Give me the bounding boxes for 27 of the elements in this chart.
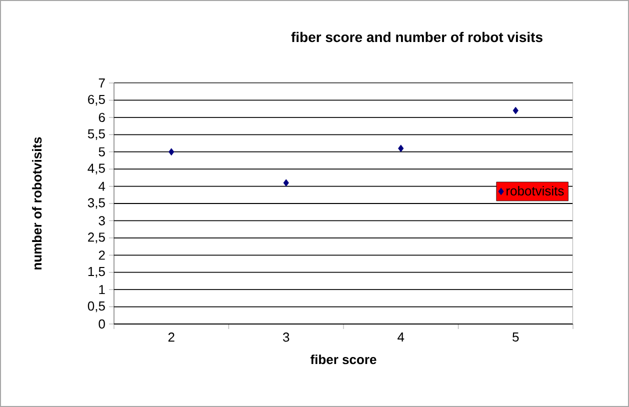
y-tick-label: 1 xyxy=(99,285,105,294)
y-tick-label: 4 xyxy=(98,182,106,191)
y-tick-label: 2 xyxy=(98,250,105,260)
y-tick-label: 5,5 xyxy=(88,129,105,140)
x-tick-label: 3 xyxy=(283,332,290,342)
x-axis-title: fiber score xyxy=(310,354,376,364)
y-axis-title: number of robotvisits xyxy=(32,137,42,270)
y-tick-label: 1,5 xyxy=(88,267,105,278)
x-tick-label: 2 xyxy=(168,332,174,342)
x-tick-label: 5 xyxy=(512,332,519,342)
y-tick-label: 3,5 xyxy=(88,198,105,209)
point xyxy=(398,144,404,152)
y-tick-label: 3 xyxy=(98,216,105,226)
point xyxy=(283,179,289,187)
y-tick-label: 0 xyxy=(98,319,105,329)
y-tick-label: 2,5 xyxy=(88,232,105,244)
x-tick-label: 4 xyxy=(398,332,404,342)
legend-label: robotvisits xyxy=(506,186,564,196)
y-tick-label: 5 xyxy=(98,147,105,156)
point xyxy=(168,148,174,156)
y-tick-label: 4,5 xyxy=(88,164,105,174)
y-tick-label: 6 xyxy=(98,112,105,122)
chart-title: fiber score and number of robot visits xyxy=(291,32,542,42)
point xyxy=(512,106,518,114)
y-tick-label: 7 xyxy=(98,78,105,88)
y-tick-label: 6,5 xyxy=(88,94,105,106)
y-tick-label: 0,5 xyxy=(88,301,105,312)
